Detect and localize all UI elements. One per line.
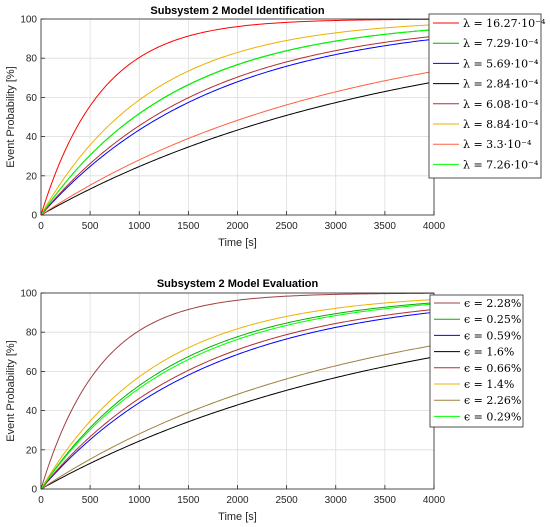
series-line-1	[40, 292, 435, 490]
series-line-4	[40, 356, 435, 490]
x-tick-label: 2000	[226, 221, 249, 232]
x-tick-label: 1000	[128, 495, 151, 506]
legend-entry: λ = 2.84·10⁻⁴	[463, 78, 539, 91]
x-tick-label: 0	[38, 495, 44, 506]
legend: ϵ = 2.28% ϵ = 0.25% ϵ = 0.59% ϵ = 1.6% ϵ = 0…	[429, 294, 524, 428]
x-tick-label: 3000	[325, 495, 348, 506]
legend-entry: ϵ = 2.28%	[464, 297, 521, 310]
series-line-3	[40, 311, 435, 490]
y-tick-label: 0	[31, 211, 37, 222]
series-line-4	[40, 81, 435, 216]
y-tick-label: 20	[26, 171, 38, 182]
legend-entry: ϵ = 2.26%	[464, 394, 521, 407]
y-tick-label: 80	[26, 328, 38, 339]
legend-box	[429, 294, 524, 428]
legend-entry: ϵ = 0.59%	[464, 329, 521, 342]
legend-entry: λ = 16.27·10⁻⁴	[463, 17, 546, 30]
legend-entry: ϵ = 0.66%	[464, 362, 521, 375]
series-line-6	[40, 299, 435, 490]
legend: λ = 16.27·10⁻⁴ λ = 7.29·10⁻⁴ λ = 5.69·10⁻⁴…	[428, 13, 546, 179]
y-tick-label: 40	[26, 406, 38, 417]
legend-entry: ϵ = 1.4%	[464, 378, 514, 391]
series-line-8	[40, 303, 435, 490]
series-line-7	[40, 70, 435, 216]
y-tick-label: 0	[31, 485, 37, 496]
legend-entry: ϵ = 1.6%	[464, 346, 514, 359]
series-line-2	[40, 302, 435, 490]
series-line-7	[40, 344, 435, 490]
y-tick-label: 80	[26, 54, 38, 65]
series-line-5	[40, 35, 435, 216]
series-line-3	[40, 38, 435, 216]
y-axis-label: Event Probability [%]	[5, 340, 17, 442]
y-tick-label: 100	[20, 289, 37, 300]
x-tick-label: 3000	[325, 221, 348, 232]
legend-entry: λ = 7.29·10⁻⁴	[463, 37, 539, 50]
legend-entry: λ = 8.84·10⁻⁴	[463, 118, 539, 131]
legend-box	[428, 13, 542, 179]
x-axis-label: Time [s]	[218, 511, 257, 523]
y-tick-label: 60	[26, 367, 38, 378]
y-tick-label: 100	[20, 15, 37, 26]
legend-entry: λ = 7.26·10⁻⁴	[463, 158, 539, 171]
chart-title: Subsystem 2 Model Evaluation	[157, 278, 319, 290]
chart-1: 0 500 1000 1500 2000 2500 3000 3500 4000 0 20 40 60 8…	[5, 5, 546, 249]
x-tick-label: 4000	[423, 495, 446, 506]
x-tick-label: 2500	[276, 495, 299, 506]
series-line-1	[40, 18, 435, 216]
x-axis-label: Time [s]	[218, 237, 257, 249]
x-tick-label: 0	[38, 221, 44, 232]
legend-entry: λ = 5.69·10⁻⁴	[463, 57, 539, 70]
series-line-6	[40, 24, 435, 216]
x-tick-label: 500	[82, 495, 99, 506]
x-tick-label: 4000	[423, 221, 446, 232]
x-tick-label: 1500	[177, 495, 200, 506]
x-tick-label: 3500	[374, 221, 397, 232]
x-tick-label: 3500	[374, 495, 397, 506]
chart-title: Subsystem 2 Model Identification	[150, 5, 324, 17]
y-tick-label: 20	[26, 445, 38, 456]
series-line-5	[40, 308, 435, 490]
chart-2: 0 500 1000 1500 2000 2500 3000 3500 4000 0 20 40 60 8…	[5, 278, 524, 523]
x-tick-label: 2500	[276, 221, 299, 232]
legend-entry: ϵ = 0.29%	[464, 410, 521, 423]
y-tick-label: 60	[26, 93, 38, 104]
y-tick-label: 40	[26, 132, 38, 143]
legend-entry: λ = 3.3·10⁻⁴	[463, 138, 532, 151]
y-axis-label: Event Probability [%]	[5, 66, 17, 168]
legend-entry: ϵ = 0.25%	[464, 313, 521, 326]
legend-entry: λ = 6.08·10⁻⁴	[463, 98, 539, 111]
x-tick-label: 1500	[177, 221, 200, 232]
series-line-8	[40, 29, 435, 216]
x-tick-label: 500	[82, 221, 99, 232]
x-tick-label: 2000	[226, 495, 249, 506]
x-tick-label: 1000	[128, 221, 151, 232]
